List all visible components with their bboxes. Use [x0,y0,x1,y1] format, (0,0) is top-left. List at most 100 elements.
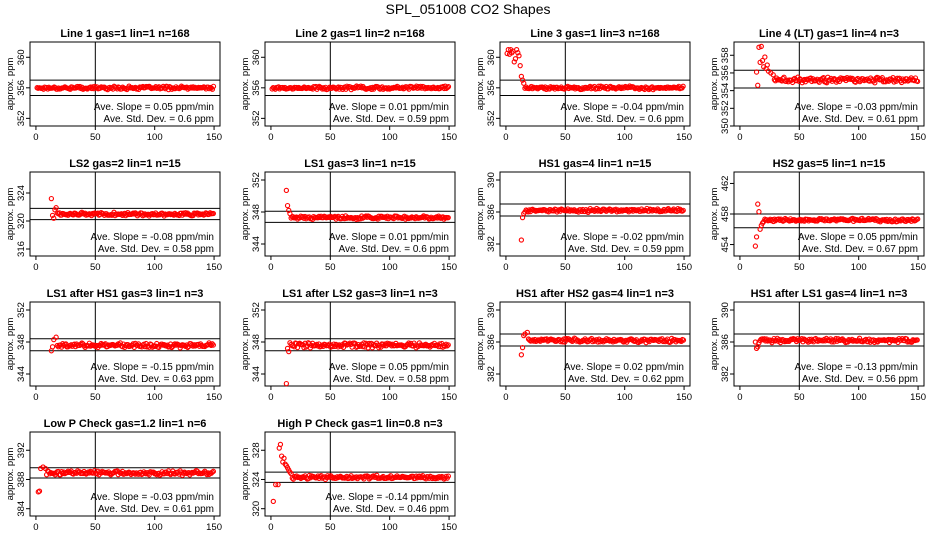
std-dev-annotation: Ave. Std. Dev. = 0.58 ppm [98,244,214,255]
slope-annotation: Ave. Slope = 0.05 ppm/min [798,232,918,243]
data-point [445,83,452,90]
slope-annotation: Ave. Slope = -0.03 ppm/min [91,492,215,503]
panel-title: Line 3 gas=1 lin=3 n=168 [530,28,659,40]
y-tick-label: 360 [486,49,497,65]
x-tick-label: 50 [90,392,101,403]
x-tick-label: 0 [268,262,273,273]
panel-title: HS1 after LS1 gas=4 lin=1 n=3 [751,288,908,300]
y-tick-label: 352 [486,110,497,126]
x-tick-label: 150 [441,522,457,533]
data-point [444,343,450,349]
data-point [36,488,43,494]
panel-title: High P Check gas=1 lin=0.8 n=3 [277,418,442,430]
data-point [756,209,762,215]
y-axis-label: approx. ppm [709,188,720,241]
x-tick-label: 50 [325,132,336,143]
plot-frame [29,301,221,387]
x-tick-label: 50 [794,132,805,143]
x-tick-label: 150 [676,392,692,403]
y-tick-label: 454 [720,237,731,253]
chart-panel-3: Line 3 gas=1 lin=3 n=168 0 50 100 150 352 356 3… [475,28,692,143]
data-point [914,337,920,343]
y-tick-label: 358 [720,47,731,63]
x-tick-label: 100 [617,262,633,273]
x-tick-label: 50 [794,392,805,403]
data-point [48,195,55,202]
figure-title: SPL_051008 CO2 Shapes [385,1,550,17]
x-tick-label: 150 [206,132,222,143]
data-point [437,214,443,221]
x-tick-label: 100 [617,392,633,403]
y-tick-label: 320 [16,213,27,229]
std-dev-annotation: Ave. Std. Dev. = 0.46 ppm [333,504,449,515]
data-point [512,56,519,62]
data-point [518,237,525,243]
y-tick-label: 354 [720,83,731,99]
data-point [281,455,287,461]
y-tick-label: 386 [486,334,497,350]
std-dev-annotation: Ave. Std. Dev. = 0.56 ppm [802,374,918,385]
data-point [209,341,215,347]
x-tick-label: 50 [560,262,571,273]
data-point [284,202,291,209]
y-tick-label: 384 [16,501,27,517]
data-point [894,75,900,81]
y-axis-label: approx. ppm [240,448,251,501]
slope-annotation: Ave. Slope = -0.14 ppm/min [326,492,450,503]
x-tick-label: 50 [325,392,336,403]
data-point [517,63,523,69]
x-tick-label: 0 [737,132,742,143]
std-dev-annotation: Ave. Std. Dev. = 0.6 ppm [103,114,214,125]
y-tick-label: 356 [251,80,262,96]
slope-annotation: Ave. Slope = -0.03 ppm/min [795,102,919,113]
data-point [524,329,530,336]
x-tick-label: 150 [441,392,457,403]
chart-panel-5: LS2 gas=2 lin=1 n=15 0 50 100 150 316 320 324ap… [5,158,222,273]
x-tick-label: 50 [90,522,101,533]
std-dev-annotation: Ave. Std. Dev. = 0.58 ppm [333,374,449,385]
data-point [915,216,921,222]
plot-frame [264,171,456,257]
std-dev-annotation: Ave. Std. Dev. = 0.67 ppm [802,244,918,255]
std-dev-annotation: Ave. Std. Dev. = 0.6 ppm [338,244,449,255]
data-point [519,77,526,83]
data-point [275,481,281,488]
y-tick-label: 320 [251,501,262,517]
std-dev-annotation: Ave. Std. Dev. = 0.61 ppm [802,114,918,125]
data-point [152,470,159,477]
x-tick-label: 0 [737,392,742,403]
y-tick-label: 328 [251,442,262,458]
y-tick-label: 352 [251,302,262,318]
std-dev-annotation: Ave. Std. Dev. = 0.6 ppm [573,114,684,125]
data-point [49,344,56,350]
y-tick-label: 390 [486,302,497,318]
slope-annotation: Ave. Slope = -0.15 ppm/min [91,362,215,373]
data-points [34,83,217,93]
data-points [269,83,452,93]
slope-annotation: Ave. Slope = -0.13 ppm/min [795,362,919,373]
x-tick-label: 100 [382,132,398,143]
y-tick-label: 390 [720,302,731,318]
y-axis-label: approx. ppm [5,448,16,501]
x-tick-label: 150 [910,392,926,403]
x-tick-label: 100 [147,132,163,143]
x-tick-label: 100 [851,132,867,143]
x-tick-label: 100 [382,262,398,273]
y-tick-label: 382 [720,366,731,382]
slope-annotation: Ave. Slope = 0.05 ppm/min [329,362,449,373]
x-tick-label: 50 [325,262,336,273]
data-point [210,83,217,90]
std-dev-annotation: Ave. Std. Dev. = 0.62 ppm [568,374,684,385]
chart-panel-11: HS1 after HS2 gas=4 lin=1 n=3 0 50 100 150 38… [475,288,692,403]
plot-frame [29,171,221,257]
x-tick-label: 50 [325,522,336,533]
slope-annotation: Ave. Slope = -0.04 ppm/min [561,102,685,113]
y-tick-label: 352 [16,302,27,318]
x-tick-label: 150 [910,262,926,273]
x-tick-label: 150 [910,132,926,143]
chart-panel-14: High P Check gas=1 lin=0.8 n=3 0 50 100 150 3… [240,418,457,533]
slope-annotation: Ave. Slope = 0.01 ppm/min [329,232,449,243]
data-point [591,337,597,343]
x-tick-label: 0 [33,132,38,143]
chart-panel-2: Line 2 gas=1 lin=2 n=168 0 50 100 150 352 356 3… [240,28,457,143]
